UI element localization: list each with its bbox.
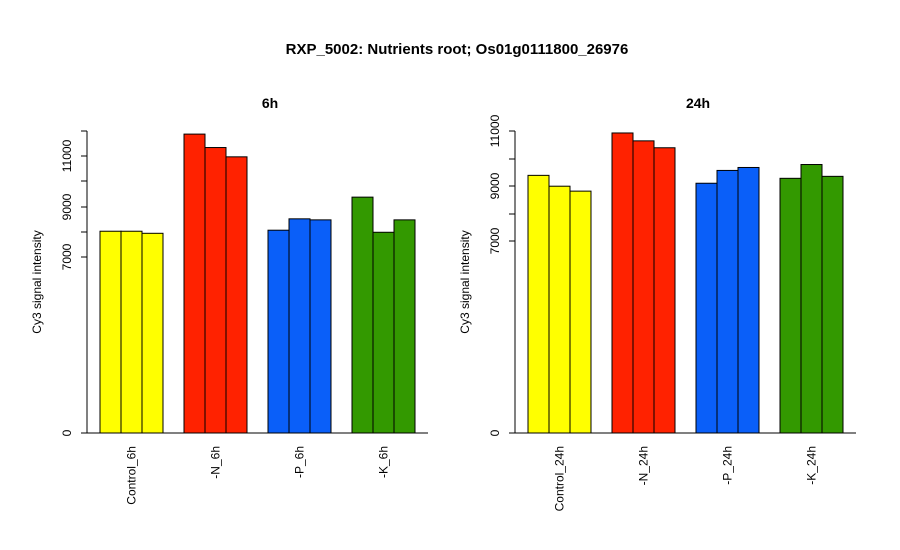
bar <box>716 169 739 434</box>
bar <box>372 231 395 434</box>
y-tick-label: 9000 <box>488 172 502 199</box>
bar <box>548 185 571 434</box>
panel-title: 24h <box>686 95 710 111</box>
bar <box>611 132 634 434</box>
bar <box>695 182 718 434</box>
x-category-label: -P_24h <box>721 446 735 485</box>
bar <box>183 133 206 434</box>
bar <box>779 177 802 434</box>
y-axis-label: Cy3 signal intensity <box>30 230 44 333</box>
bar <box>288 218 311 434</box>
y-tick-label: 11000 <box>60 139 74 172</box>
bar <box>393 219 416 434</box>
x-category-label: -N_6h <box>209 446 223 479</box>
bar <box>99 230 122 434</box>
bar <box>527 174 550 434</box>
x-category-label: Control_6h <box>125 446 139 505</box>
y-tick-label: 7000 <box>488 227 502 254</box>
bar <box>569 190 592 434</box>
bar <box>653 147 676 434</box>
y-tick-label: 7000 <box>60 243 74 270</box>
x-category-label: -K_24h <box>805 446 819 485</box>
y-tick-label: 0 <box>488 429 502 436</box>
bar <box>141 232 164 434</box>
bar <box>120 230 143 434</box>
x-category-label: -P_6h <box>293 446 307 478</box>
x-category-label: -K_6h <box>377 446 391 478</box>
panel-title: 6h <box>262 95 278 111</box>
x-category-label: Control_24h <box>553 446 567 511</box>
figure-title: RXP_5002: Nutrients root; Os01g0111800_2… <box>286 41 629 58</box>
bar <box>225 156 248 434</box>
bar <box>204 147 227 434</box>
y-axis-label: Cy3 signal intensity <box>458 230 472 333</box>
panel-6h: 6h Cy3 signal intensity 0 7000 9000 11000 Cont… <box>30 95 428 505</box>
bar <box>737 166 760 434</box>
bar <box>800 164 823 434</box>
panel-24h: 24h Cy3 signal intensity 0 7000 9000 11000 Con… <box>458 95 856 511</box>
y-tick-label: 0 <box>60 429 74 436</box>
bar <box>267 229 290 434</box>
y-tick-label: 9000 <box>60 193 74 220</box>
x-category-label: -N_24h <box>637 446 651 485</box>
bar <box>821 175 844 434</box>
bar <box>309 219 332 434</box>
y-tick-label: 11000 <box>488 114 502 147</box>
bar <box>351 196 374 434</box>
bar <box>632 140 655 434</box>
